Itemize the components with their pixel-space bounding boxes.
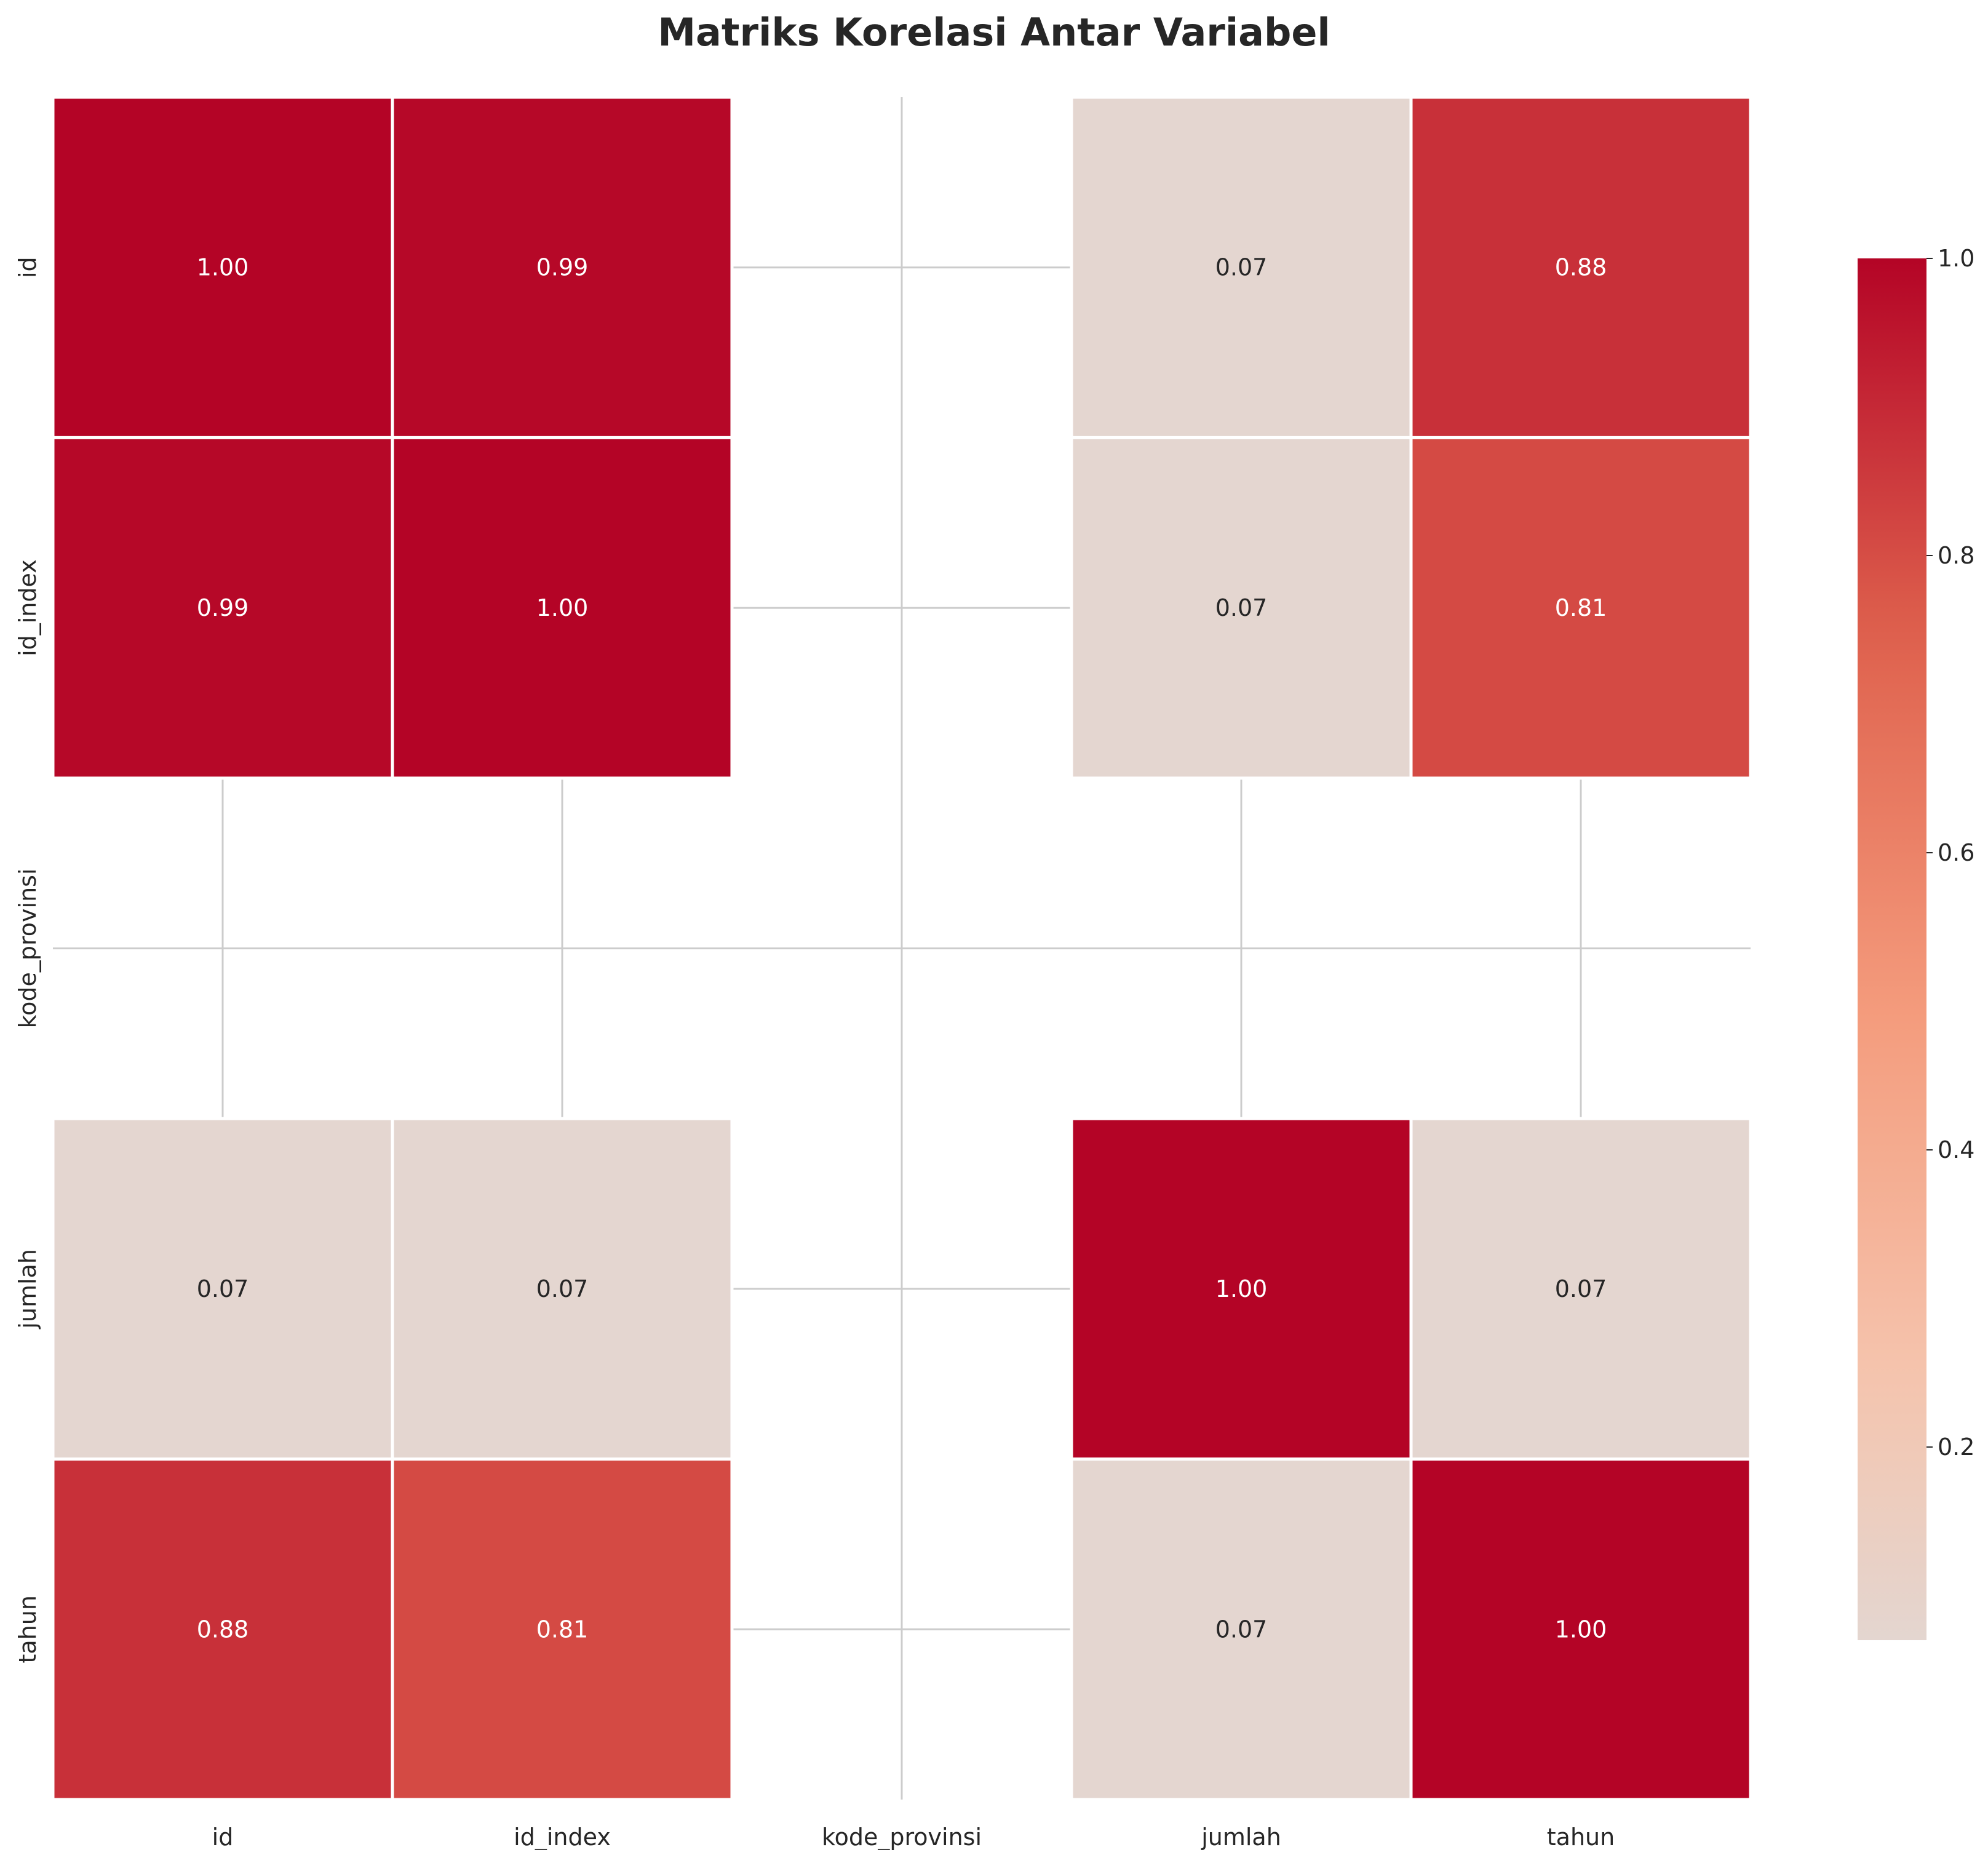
cell-value-label: 0.81: [1555, 594, 1607, 621]
cell-value-label: 1.00: [1215, 1275, 1268, 1302]
heatmap-cell-jumlah-tahun: [1409, 1117, 1752, 1461]
cell-value-label: 1.00: [536, 594, 589, 621]
y-tick-label: id_index: [14, 559, 41, 656]
colorbar-tick-label: 0.6: [1938, 839, 1974, 866]
heatmap-cell-tahun-id_index: [391, 1457, 734, 1801]
heatmap-cell-id_index-id: [51, 436, 394, 780]
x-tick-label: id: [212, 1824, 234, 1850]
heatmap-cell-tahun-tahun: [1409, 1457, 1752, 1801]
heatmap-cell-jumlah-id_index: [391, 1117, 734, 1461]
heatmap-cell-id_index-tahun: [1409, 436, 1752, 780]
heatmap-cell-tahun-jumlah: [1070, 1457, 1413, 1801]
cell-value-label: 0.81: [536, 1616, 589, 1643]
cell-value-label: 0.07: [1555, 1275, 1607, 1302]
heatmap-cell-jumlah-id: [51, 1117, 394, 1461]
y-tick-label: id: [14, 257, 41, 278]
colorbar-tick-label: 0.4: [1938, 1136, 1974, 1163]
y-tick-label: kode_provinsi: [14, 868, 41, 1028]
cell-value-label: 0.07: [1215, 594, 1268, 621]
cell-value-label: 0.07: [536, 1275, 589, 1302]
heatmap-cells: [51, 95, 1752, 1801]
cell-value-label: 0.99: [197, 594, 249, 621]
cell-value-label: 0.88: [1555, 254, 1607, 281]
cell-value-label: 0.99: [536, 254, 589, 281]
x-tick-label: kode_provinsi: [822, 1824, 982, 1850]
cell-value-label: 1.00: [1555, 1616, 1607, 1643]
heatmap-cell-id_index-jumlah: [1070, 436, 1413, 780]
heatmap-cell-id_index-id_index: [391, 436, 734, 780]
cell-value-label: 0.07: [1215, 254, 1268, 281]
colorbar-ticks: 0.2 0.4 0.6 0.8 1.0: [1926, 245, 1974, 1461]
cell-value-label: 0.88: [197, 1616, 249, 1643]
heatmap-cell-id-tahun: [1409, 95, 1752, 439]
colorbar-gradient: [1858, 258, 1926, 1640]
chart-title: Matriks Korelasi Antar Variabel: [658, 10, 1330, 55]
colorbar: 0.2 0.4 0.6 0.8 1.0: [1858, 245, 1974, 1640]
x-tick-label: tahun: [1547, 1824, 1615, 1850]
cell-value-label: 0.07: [1215, 1616, 1268, 1643]
cell-value-label: 0.07: [197, 1275, 249, 1302]
y-tick-label: tahun: [14, 1595, 41, 1663]
cell-value-label: 1.00: [197, 254, 249, 281]
colorbar-tick-label: 0.8: [1938, 542, 1974, 569]
heatmap-cell-labels: 1.00 0.99 0.07 0.88 0.99 1.00 0.07 0.81 0.07 0.07…: [197, 254, 1607, 1643]
heatmap-cell-jumlah-jumlah: [1070, 1117, 1413, 1461]
x-tick-label: jumlah: [1201, 1824, 1281, 1850]
y-tick-label: jumlah: [14, 1249, 41, 1330]
colorbar-tick-label: 0.2: [1938, 1433, 1974, 1461]
colorbar-tick-label: 1.0: [1938, 245, 1974, 272]
x-tick-label: id_index: [514, 1824, 611, 1850]
heatmap-cell-id-id_index: [391, 95, 734, 439]
x-axis-ticks: id id_index kode_provinsi jumlah tahun: [212, 1824, 1615, 1850]
heatmap-cell-tahun-id: [51, 1457, 394, 1801]
